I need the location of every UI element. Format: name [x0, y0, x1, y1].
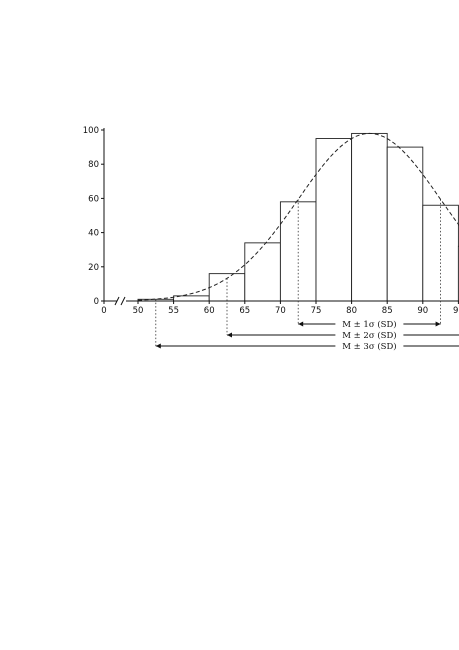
- x-tick-label: 75: [311, 306, 322, 316]
- sd-band-arrow: [227, 332, 232, 338]
- y-tick-label: 80: [88, 160, 99, 170]
- normal-curve: [137, 132, 459, 301]
- histogram-bar: [386, 146, 424, 302]
- sd-band-arrow: [298, 321, 304, 327]
- sd-band-label: M ± 2σ (SD): [342, 330, 396, 341]
- x-tick-label: 60: [204, 306, 215, 316]
- y-tick-label: 60: [88, 194, 99, 204]
- x-tick-label: 65: [239, 306, 250, 316]
- x-tick-label: 50: [133, 306, 144, 316]
- axis-break-mark: [114, 296, 126, 306]
- histogram-bar: [351, 132, 388, 302]
- sd-band-label: M ± 3σ (SD): [342, 341, 396, 352]
- x-tick-label: 90: [417, 306, 428, 316]
- y-tick-label: 20: [88, 263, 99, 273]
- y-tick-label: 40: [88, 229, 99, 239]
- y-tick-label: 0: [94, 297, 99, 307]
- sd-band-arrow: [435, 321, 441, 327]
- y-tick-label: 100: [83, 126, 99, 136]
- x-tick-label: 0: [101, 306, 106, 316]
- x-tick-label: 55: [168, 306, 179, 316]
- histogram-bar: [244, 242, 281, 302]
- x-tick-label: 70: [275, 306, 286, 316]
- sd-band-arrow: [155, 343, 161, 349]
- sd-band-label: M ± 1σ (SD): [342, 319, 396, 330]
- plot-area: 0204060801000505560657075808590951001051…: [83, 126, 459, 352]
- x-tick-label: 80: [346, 306, 357, 316]
- x-tick-label: 95: [453, 306, 459, 316]
- histogram-bar: [315, 138, 353, 302]
- x-tick-label: 85: [382, 306, 393, 316]
